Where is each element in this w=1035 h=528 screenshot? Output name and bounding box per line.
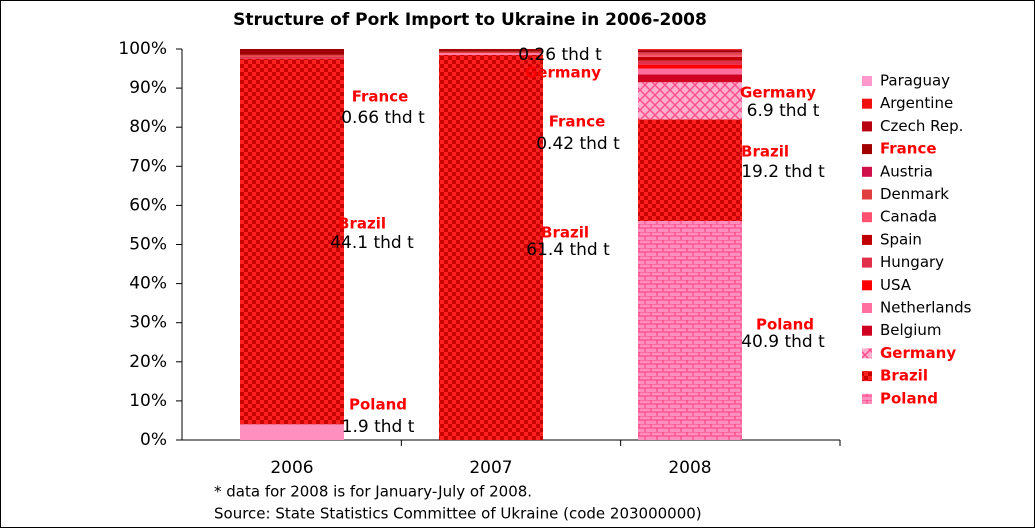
legend-label: Poland [880,389,938,407]
legend-swatch [862,76,872,86]
legend-label: Austria [880,162,933,180]
bar-segment [638,52,742,55]
legend-swatch [862,280,872,291]
legend-swatch [862,393,872,404]
bar-segment [439,49,543,52]
bar-segment [439,54,543,441]
legend-swatch [862,234,872,245]
legend-label: Belgium [880,321,942,339]
y-tick-label: 60% [129,195,167,215]
legend-label: Germany [880,344,956,362]
annotation-name: Brazil [541,224,589,242]
bar-segment [638,82,742,120]
x-tick-label: 2006 [270,458,313,478]
bar-segment [240,58,344,425]
chart-title: Structure of Pork Import to Ukraine in 2… [233,10,707,30]
legend-label: France [880,140,937,158]
y-tick-label: 100% [118,39,167,59]
annotation-amount: 44.1 thd t [330,233,414,253]
bar-segment [240,56,344,59]
y-tick-label: 40% [129,274,167,294]
legend-swatch [862,303,872,313]
annotation-name: France [549,113,606,131]
y-tick-label: 50% [129,235,167,255]
legend-label: Denmark [880,185,949,203]
bar-segment [240,424,344,440]
bar-segment [638,49,742,51]
annotation-amount: 0.26 thd t [518,45,602,65]
annotation-name: Poland [756,316,814,334]
bar-segment [638,52,742,53]
annotation-name: Poland [349,396,407,414]
legend-swatch [862,189,872,200]
note: * data for 2008 is for January-July of 2… [214,483,532,501]
y-tick-label: 20% [129,352,167,372]
y-tick-label: 70% [129,156,167,176]
legend-label: Canada [880,208,937,226]
y-tick-label: 10% [129,391,167,411]
legend-swatch [862,212,872,223]
bar-segment [240,54,344,57]
annotation-name: Germany [740,84,816,102]
annotation-name: Brazil [338,215,386,233]
bar-segment [638,221,742,440]
bar-segment [439,51,543,53]
bar-segment [638,74,742,83]
legend-swatch [862,121,872,132]
legend-label: USA [880,276,912,294]
annotation-name: France [352,88,409,106]
x-tick-label: 2007 [469,458,512,478]
annotation-name: Brazil [741,143,789,161]
bar-segment [638,60,742,65]
bar-segment [439,53,543,55]
bar-segment [638,119,742,222]
legend-swatch [862,325,872,336]
bar-segment [439,52,543,54]
legend-label: Paraguay [880,72,950,90]
legend-label: Netherlands [880,299,972,317]
legend-label: Czech Rep. [880,117,963,135]
bar-segment [638,54,742,57]
annotation-amount: 0.42 thd t [536,134,620,154]
bar-segment [638,50,742,53]
legend-label: Brazil [880,367,928,385]
bar-segment [240,49,344,55]
annotation-amount: 19.2 thd t [741,162,825,182]
annotation-amount: 1.9 thd t [342,417,415,437]
legend-swatch [862,98,872,109]
annotation-name: Germany [525,64,601,82]
legend-swatch [862,348,872,359]
legend-label: Spain [880,230,922,248]
y-tick-label: 0% [140,430,167,450]
annotation-amount: 0.66 thd t [341,108,425,128]
legend-swatch [862,144,872,155]
y-tick-label: 30% [129,313,167,333]
legend-swatch [862,257,872,268]
legend-swatch [862,371,872,382]
annotation-amount: 61.4 thd t [526,240,610,260]
annotation-amount: 6.9 thd t [747,101,820,121]
legend-label: Hungary [880,253,944,271]
y-tick-label: 90% [129,78,167,98]
x-tick-label: 2008 [668,458,711,478]
bar-segment [638,56,742,61]
note: Source: State Statistics Committee of Uk… [214,505,702,523]
bar-segment [638,64,742,69]
annotation-amount: 40.9 thd t [741,332,825,352]
legend-swatch [862,166,872,177]
y-tick-label: 80% [129,117,167,137]
bar-segment [638,68,742,75]
bar-segment [638,49,742,50]
legend-background [850,68,1030,413]
legend-label: Argentine [880,94,953,112]
